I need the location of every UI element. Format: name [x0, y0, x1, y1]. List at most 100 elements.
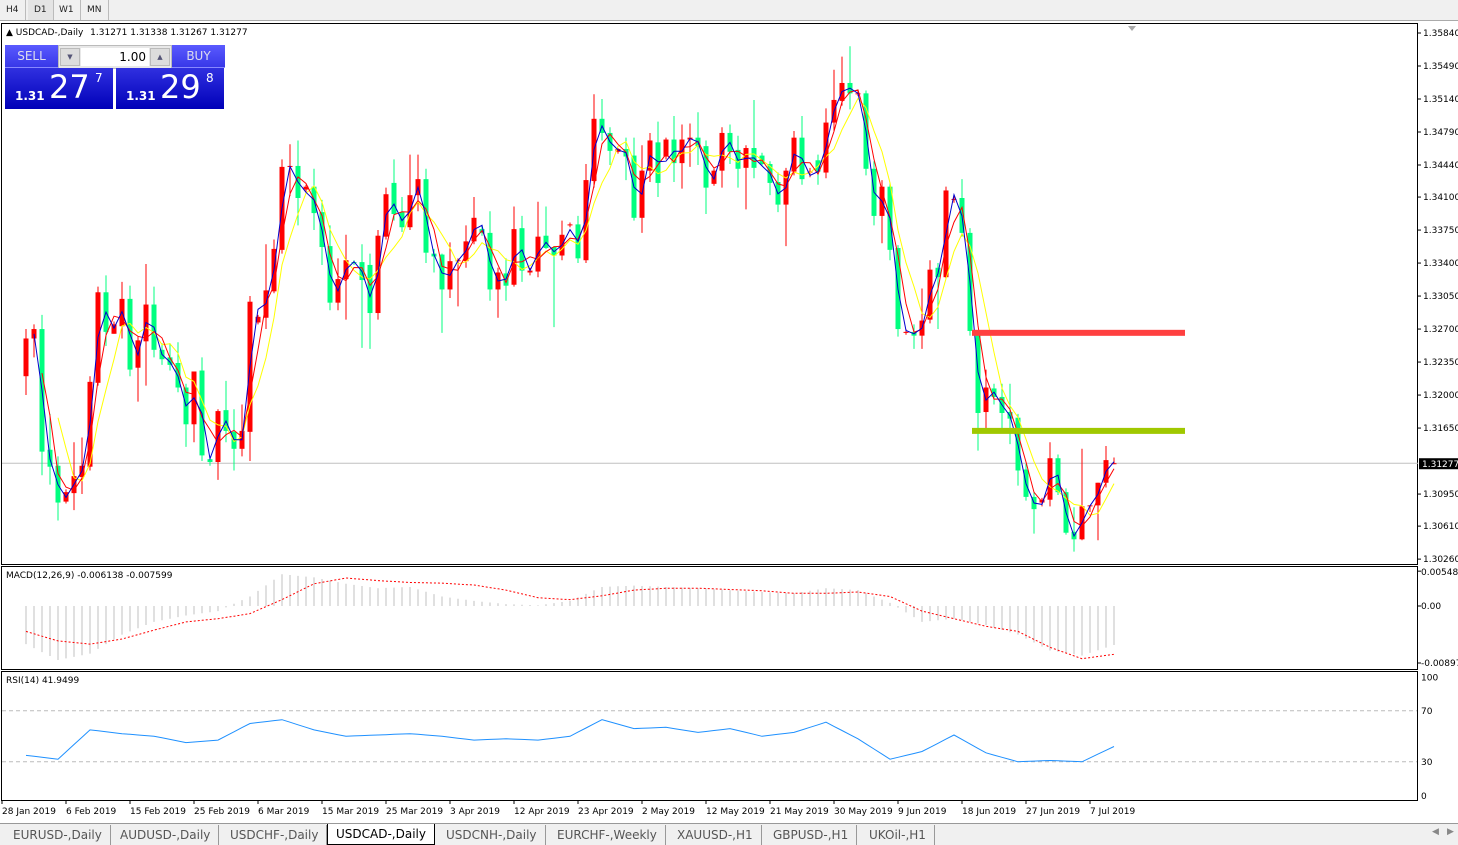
candle[interactable] [599, 99, 605, 141]
rsi-tick-label: 70 [1421, 707, 1433, 717]
candle[interactable] [215, 409, 221, 480]
candle[interactable] [23, 329, 29, 396]
candle[interactable] [31, 324, 37, 358]
support-resistance-line[interactable] [972, 329, 1185, 336]
candle[interactable] [303, 184, 309, 193]
tab-gbpusd[interactable]: GBPUSD-,H1 [765, 825, 858, 845]
tab-ukoil[interactable]: UKOil-,H1 [861, 825, 935, 845]
candle[interactable] [655, 121, 661, 198]
price-tick-label: 1.33750 [1423, 226, 1458, 236]
candle-body [567, 224, 573, 226]
candle[interactable] [143, 264, 149, 386]
price-tick-label: 1.32000 [1423, 391, 1458, 401]
candle[interactable] [335, 258, 341, 311]
candle[interactable] [535, 201, 541, 278]
candle[interactable] [47, 413, 53, 485]
support-resistance-line[interactable] [972, 427, 1185, 434]
candle[interactable] [55, 456, 61, 521]
candle[interactable] [607, 127, 613, 165]
candle[interactable] [911, 324, 917, 349]
timeframe-mn[interactable]: MN [81, 0, 109, 20]
candle[interactable] [263, 244, 269, 330]
tab-usdcad[interactable]: USDCAD-,Daily [327, 824, 435, 845]
current-price-label: 1.31277 [1422, 460, 1458, 470]
macd-tick-label: -0.00897 [1421, 659, 1458, 669]
candle[interactable] [679, 124, 685, 189]
candle[interactable] [751, 99, 757, 179]
chart-shift-marker-icon[interactable] [1128, 26, 1136, 31]
buy-button[interactable]: BUY [172, 45, 225, 68]
lot-input[interactable] [81, 48, 149, 66]
price-chart[interactable]: 1.35840 1.35490 1.35140 1.34790 1.34440 1.341… [0, 0, 1458, 823]
candle[interactable] [519, 215, 525, 282]
tab-audusd[interactable]: AUDUSD-,Daily [112, 825, 220, 845]
candle[interactable] [399, 197, 405, 232]
macd-signal-line [25, 577, 1115, 660]
price-tick-label: 1.33400 [1423, 259, 1458, 269]
price-tick-label: 1.30610 [1423, 522, 1458, 532]
candle[interactable] [639, 145, 645, 233]
candle[interactable] [695, 112, 701, 165]
date-tick-label: 21 May 2019 [770, 807, 829, 817]
candle[interactable] [567, 222, 573, 228]
candle[interactable] [663, 137, 669, 160]
candle[interactable] [983, 369, 989, 433]
candle[interactable] [455, 258, 461, 307]
candle[interactable] [1047, 442, 1053, 507]
timeframe-w1[interactable]: W1 [53, 0, 81, 20]
candle[interactable] [511, 206, 517, 287]
candle[interactable] [839, 56, 845, 106]
candle[interactable] [1103, 445, 1109, 488]
tab-scroll-right-icon[interactable]: ▶ [1447, 827, 1454, 837]
lot-decrease-button[interactable]: ▼ [60, 48, 80, 66]
candle[interactable] [1111, 457, 1117, 465]
candle[interactable] [183, 383, 189, 447]
macd-panel-frame [1, 566, 1418, 670]
lot-increase-button[interactable]: ▲ [150, 48, 170, 66]
tab-eurusd[interactable]: EURUSD-,Daily [5, 825, 111, 845]
rsi-tick-label: 0 [1421, 792, 1427, 802]
tab-usdchf[interactable]: USDCHF-,Daily [222, 825, 328, 845]
candle[interactable] [551, 246, 557, 328]
candle[interactable] [591, 94, 597, 188]
candle[interactable] [223, 380, 229, 443]
candle[interactable] [671, 115, 677, 182]
candle[interactable] [359, 244, 365, 348]
candle[interactable] [1015, 413, 1021, 486]
candle[interactable] [559, 220, 565, 261]
timeframe-d1[interactable]: D1 [28, 0, 54, 20]
candle[interactable] [999, 383, 1005, 429]
candle[interactable] [487, 211, 493, 301]
candle[interactable] [151, 286, 157, 358]
sell-button[interactable]: SELL [5, 45, 58, 68]
tab-xauusd[interactable]: XAUUSD-,H1 [669, 825, 762, 845]
candle[interactable] [63, 489, 69, 504]
candle[interactable] [871, 161, 877, 226]
rsi-tick-label: 100 [1421, 674, 1438, 684]
candle[interactable] [367, 253, 373, 349]
timeframe-h4[interactable]: H4 [0, 0, 26, 20]
candle[interactable] [823, 108, 829, 179]
buy-price-big: 1.31 [126, 89, 156, 103]
tab-scroll-left-icon[interactable]: ◀ [1432, 827, 1439, 837]
candle[interactable] [711, 168, 717, 186]
candle[interactable] [847, 46, 853, 110]
tab-usdcnh[interactable]: USDCNH-,Daily [438, 825, 546, 845]
candle-body [655, 142, 661, 183]
candle[interactable] [831, 69, 837, 132]
candle[interactable] [119, 281, 125, 339]
candle[interactable] [703, 140, 709, 215]
candle[interactable] [1095, 482, 1101, 541]
candle[interactable] [391, 159, 397, 221]
collapse-triangle-icon[interactable]: ▲ [6, 28, 13, 38]
candle[interactable] [495, 267, 501, 318]
tab-eurchf[interactable]: EURCHF-,Weekly [549, 825, 666, 845]
candle[interactable] [919, 288, 925, 349]
candle[interactable] [39, 314, 45, 476]
candle-body [367, 264, 373, 314]
candle[interactable] [79, 437, 85, 495]
buy-price-pip: 8 [206, 71, 214, 85]
buy-price[interactable]: 1.31 29 8 [116, 68, 224, 109]
candle[interactable] [255, 314, 261, 325]
sell-price[interactable]: 1.31 27 7 [5, 68, 113, 109]
